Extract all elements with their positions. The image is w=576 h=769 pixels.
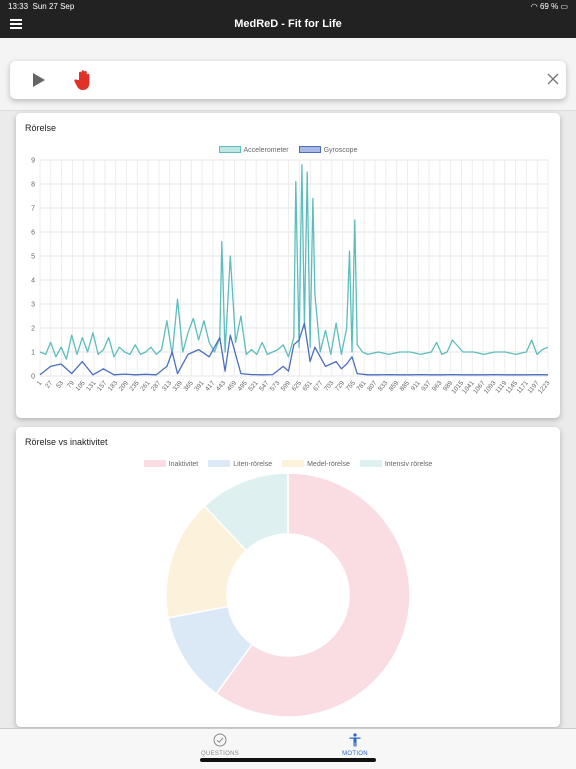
- gyroscope-series-line: [39, 322, 549, 376]
- wifi-icon: ◠: [530, 2, 538, 11]
- x-tick-label: 703: [323, 380, 336, 393]
- recording-controls: [10, 61, 566, 99]
- x-tick-label: 1223: [537, 379, 552, 395]
- y-tick-label: 4: [31, 278, 35, 285]
- close-icon[interactable]: [546, 72, 560, 86]
- tab-motion[interactable]: MOTION: [305, 733, 405, 757]
- inactivity-chart-card: Rörelse vs inaktivitet Inaktivitet Liten…: [16, 427, 560, 727]
- x-tick-label: 677: [312, 380, 325, 393]
- motion-chart-legend: Accelerometer Gyroscope: [16, 146, 560, 154]
- status-bar: 13:33 Sun 27 Sep ◠ 69 % ▭: [0, 0, 576, 12]
- donut-slice-intensiv-rorelse[interactable]: [203, 472, 289, 552]
- battery-icon: ▭: [560, 2, 568, 11]
- app-title: MedReD - Fit for Life: [234, 18, 342, 30]
- check-circle-icon: [213, 733, 227, 747]
- status-time: 13:33 Sun 27 Sep: [8, 2, 75, 11]
- inactivity-chart-legend: Inaktivitet Liten-rörelse Medel-rörelse …: [16, 460, 560, 468]
- stop-hand-icon[interactable]: [72, 68, 96, 92]
- y-tick-label: 3: [31, 302, 35, 309]
- x-tick-label: 573: [269, 380, 282, 393]
- x-tick-label: 1: [36, 379, 44, 387]
- menu-icon[interactable]: [10, 19, 22, 29]
- legend-inaktivitet[interactable]: Inaktivitet: [143, 460, 198, 468]
- x-tick-label: 833: [377, 380, 390, 393]
- status-date: Sun 27 Sep: [32, 2, 75, 11]
- x-tick-label: 443: [215, 380, 228, 393]
- x-tick-label: 781: [355, 380, 368, 393]
- tab-motion-label: MOTION: [342, 751, 368, 757]
- y-tick-label: 9: [31, 158, 35, 165]
- play-icon[interactable]: [32, 72, 46, 88]
- y-tick-label: 5: [31, 254, 35, 261]
- x-tick-label: 235: [128, 380, 141, 393]
- y-tick-label: 1: [31, 350, 35, 357]
- y-tick-label: 7: [31, 206, 35, 213]
- x-tick-label: 651: [301, 380, 314, 393]
- x-tick-label: 729: [334, 380, 347, 393]
- x-tick-label: 495: [237, 380, 250, 393]
- control-area: [0, 38, 576, 111]
- donut-slice-inaktivitet[interactable]: [215, 472, 411, 718]
- x-tick-label: 521: [247, 380, 260, 393]
- motion-chart-title: Rörelse: [25, 123, 57, 133]
- x-tick-label: 885: [399, 380, 412, 393]
- x-tick-label: 391: [193, 380, 206, 393]
- x-tick-label: 183: [107, 380, 120, 393]
- tab-questions-label: QUESTIONS: [200, 751, 240, 757]
- home-indicator: [200, 758, 376, 762]
- x-tick-label: 157: [96, 380, 109, 393]
- x-tick-label: 755: [345, 380, 358, 393]
- legend-gyroscope[interactable]: Gyroscope: [298, 146, 357, 154]
- x-tick-label: 261: [139, 380, 152, 393]
- x-tick-label: 547: [258, 380, 271, 393]
- x-tick-label: 339: [172, 380, 185, 393]
- x-tick-label: 79: [66, 379, 76, 389]
- inactivity-chart-title: Rörelse vs inaktivitet: [25, 437, 108, 447]
- bottom-tab-bar: QUESTIONS MOTION: [0, 728, 576, 769]
- x-tick-label: 859: [388, 380, 401, 393]
- x-tick-label: 911: [410, 380, 422, 393]
- x-tick-label: 131: [85, 380, 98, 393]
- x-tick-label: 937: [420, 380, 433, 393]
- y-tick-label: 6: [31, 230, 35, 237]
- x-tick-label: 807: [366, 380, 379, 393]
- x-tick-label: 53: [55, 379, 65, 389]
- x-tick-label: 625: [291, 380, 304, 393]
- x-tick-label: 209: [118, 380, 131, 393]
- x-tick-label: 313: [161, 380, 174, 393]
- x-tick-label: 105: [74, 380, 87, 393]
- app-header: MedReD - Fit for Life: [0, 12, 576, 38]
- y-tick-label: 8: [31, 182, 35, 189]
- y-tick-label: 2: [31, 326, 35, 333]
- x-tick-label: 469: [226, 380, 239, 393]
- y-tick-label: 0: [31, 374, 35, 381]
- tab-questions[interactable]: QUESTIONS: [170, 733, 270, 757]
- x-tick-label: 417: [204, 380, 217, 393]
- x-tick-label: 599: [280, 380, 293, 393]
- x-tick-label: 27: [44, 379, 54, 389]
- x-tick-label: 287: [150, 380, 163, 393]
- x-tick-label: 365: [183, 380, 196, 393]
- legend-liten-rorelse[interactable]: Liten-rörelse: [208, 460, 272, 468]
- person-icon: [349, 733, 361, 747]
- x-tick-label: 963: [431, 380, 444, 393]
- inactivity-donut-chart: [165, 472, 411, 718]
- legend-intensiv-rorelse[interactable]: Intensiv rörelse: [359, 460, 432, 468]
- accelerometer-series-line: [39, 164, 549, 360]
- legend-accelerometer[interactable]: Accelerometer: [218, 146, 289, 154]
- status-battery: ◠ 69 % ▭: [530, 2, 568, 11]
- legend-medel-rorelse[interactable]: Medel-rörelse: [282, 460, 350, 468]
